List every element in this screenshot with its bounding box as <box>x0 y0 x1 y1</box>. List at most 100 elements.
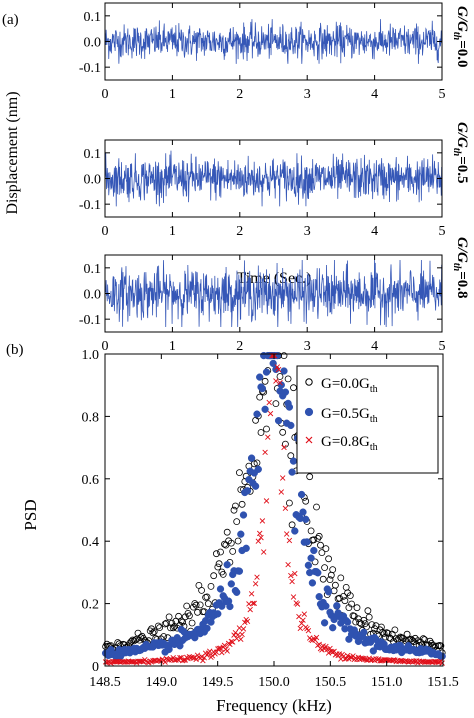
psd-point-g00 <box>250 460 258 468</box>
psd-point-g08 <box>216 645 222 652</box>
psd-point-g05 <box>218 602 226 610</box>
psd-point-g05 <box>302 515 310 523</box>
psd-point-g08 <box>292 570 298 577</box>
psd-point-g00 <box>177 617 185 625</box>
psd-point-g00 <box>348 600 356 608</box>
psd-ytick-label: 0 <box>92 660 99 675</box>
psd-point-g05 <box>315 593 323 601</box>
psd-point-g05 <box>289 457 298 465</box>
ytick-label: 0.1 <box>84 147 102 162</box>
psd-point-g00 <box>437 642 445 650</box>
psd-point-g08 <box>244 618 251 625</box>
signal-line <box>104 259 443 328</box>
psd-ytick-label: 0.4 <box>82 535 100 550</box>
xtick-label: 0 <box>102 339 109 354</box>
psd-point-g00 <box>257 429 265 436</box>
xtick-label: 5 <box>439 224 446 239</box>
subplot-g08: 0.1 0.0 -0.1 0 1 2 3 4 5 <box>79 254 446 354</box>
psd-point-g05 <box>216 585 225 593</box>
psd-point-g08 <box>274 364 281 370</box>
psd-point-g08 <box>258 534 264 541</box>
psd-point-g00 <box>307 527 315 535</box>
psd-point-g00 <box>302 497 310 505</box>
psd-point-g05 <box>251 482 260 490</box>
psd-point-g00 <box>317 541 324 549</box>
psd-point-g00 <box>215 560 223 568</box>
side-label-g08: G/Gth=0.8 <box>451 237 470 299</box>
psd-ytick-label: 0.2 <box>82 598 100 613</box>
psd-point-g08 <box>316 641 322 648</box>
psd-point-g00 <box>162 619 170 627</box>
psd-point-g08 <box>323 643 329 650</box>
psd-point-g00 <box>279 428 287 436</box>
psd-point-g05 <box>277 381 285 389</box>
panel-b-ylabel: PSD <box>21 499 40 530</box>
psd-point-g08 <box>256 530 263 537</box>
subplot-g00: 0.1 0.0 -0.1 0 1 2 3 4 5 <box>79 2 446 102</box>
psd-point-g05 <box>258 384 267 393</box>
yticks-g05: 0.1 0.0 -0.1 <box>79 147 442 213</box>
psd-point-g00 <box>321 564 329 571</box>
psd-xtick-label: 151.0 <box>371 675 403 690</box>
psd-point-g00 <box>331 581 339 589</box>
psd-point-g05 <box>369 647 377 655</box>
xtick-label: 3 <box>304 224 311 239</box>
psd-point-g08 <box>313 634 320 641</box>
psd-point-g00 <box>179 618 187 626</box>
ytick-label: -0.1 <box>79 313 101 328</box>
xtick-label: 4 <box>371 339 378 354</box>
psd-point-g08 <box>247 606 253 613</box>
psd-point-g00 <box>326 576 334 583</box>
psd-point-g00 <box>156 624 164 631</box>
psd-point-g08 <box>174 656 180 663</box>
psd-point-g08 <box>285 561 291 568</box>
legend-marker-filled-circle <box>304 407 314 417</box>
psd-ytick-label: 0.6 <box>82 473 100 488</box>
ytick-label: 0.1 <box>84 262 102 277</box>
xtick-label: 4 <box>371 87 378 102</box>
psd-point-g08 <box>233 635 240 642</box>
psd-point-g08 <box>200 657 206 664</box>
psd-point-g00 <box>314 535 322 542</box>
psd-point-g00 <box>288 521 296 529</box>
xtick-label: 1 <box>169 224 176 239</box>
psd-point-g08 <box>286 537 293 544</box>
yticks-g00: 0.1 0.0 -0.1 <box>79 10 442 76</box>
psd-point-g05 <box>307 554 315 562</box>
psd-point-g00 <box>318 549 326 556</box>
psd-point-g00 <box>377 623 385 631</box>
side-label-g05: G/Gth=0.5 <box>451 122 470 184</box>
xtick-label: 3 <box>304 339 311 354</box>
psd-point-g00 <box>290 384 297 392</box>
psd-point-g08 <box>275 366 282 373</box>
psd-point-g00 <box>261 377 269 385</box>
xtick-label: 5 <box>439 339 446 354</box>
psd-point-g05 <box>310 546 318 555</box>
psd-point-g00 <box>129 636 137 644</box>
psd-point-g08 <box>277 379 283 386</box>
psd-point-g08 <box>236 625 243 631</box>
psd-point-g00 <box>167 624 174 632</box>
psd-point-g00 <box>185 612 193 620</box>
signal-line <box>104 19 443 64</box>
xtick-label: 2 <box>236 224 243 239</box>
legend-box <box>296 365 439 474</box>
psd-point-g08 <box>273 378 279 384</box>
psd-point-g00 <box>194 608 201 616</box>
xtick-label: 4 <box>371 224 378 239</box>
psd-point-g00 <box>313 503 320 511</box>
psd-point-g08 <box>219 649 225 656</box>
psd-point-g05 <box>233 588 241 596</box>
psd-point-g05 <box>243 487 252 495</box>
ytick-label: -0.1 <box>79 61 101 76</box>
psd-point-g00 <box>217 548 224 556</box>
psd-point-g05 <box>324 588 333 596</box>
psd-point-g08 <box>297 625 304 632</box>
psd-point-g00 <box>134 629 142 637</box>
psd-point-g08 <box>105 659 112 665</box>
psd-point-g00 <box>233 518 241 525</box>
xtick-label: 2 <box>236 87 243 102</box>
psd-point-g00 <box>311 558 319 566</box>
psd-point-g05 <box>291 527 299 535</box>
psd-point-g08 <box>260 549 267 555</box>
